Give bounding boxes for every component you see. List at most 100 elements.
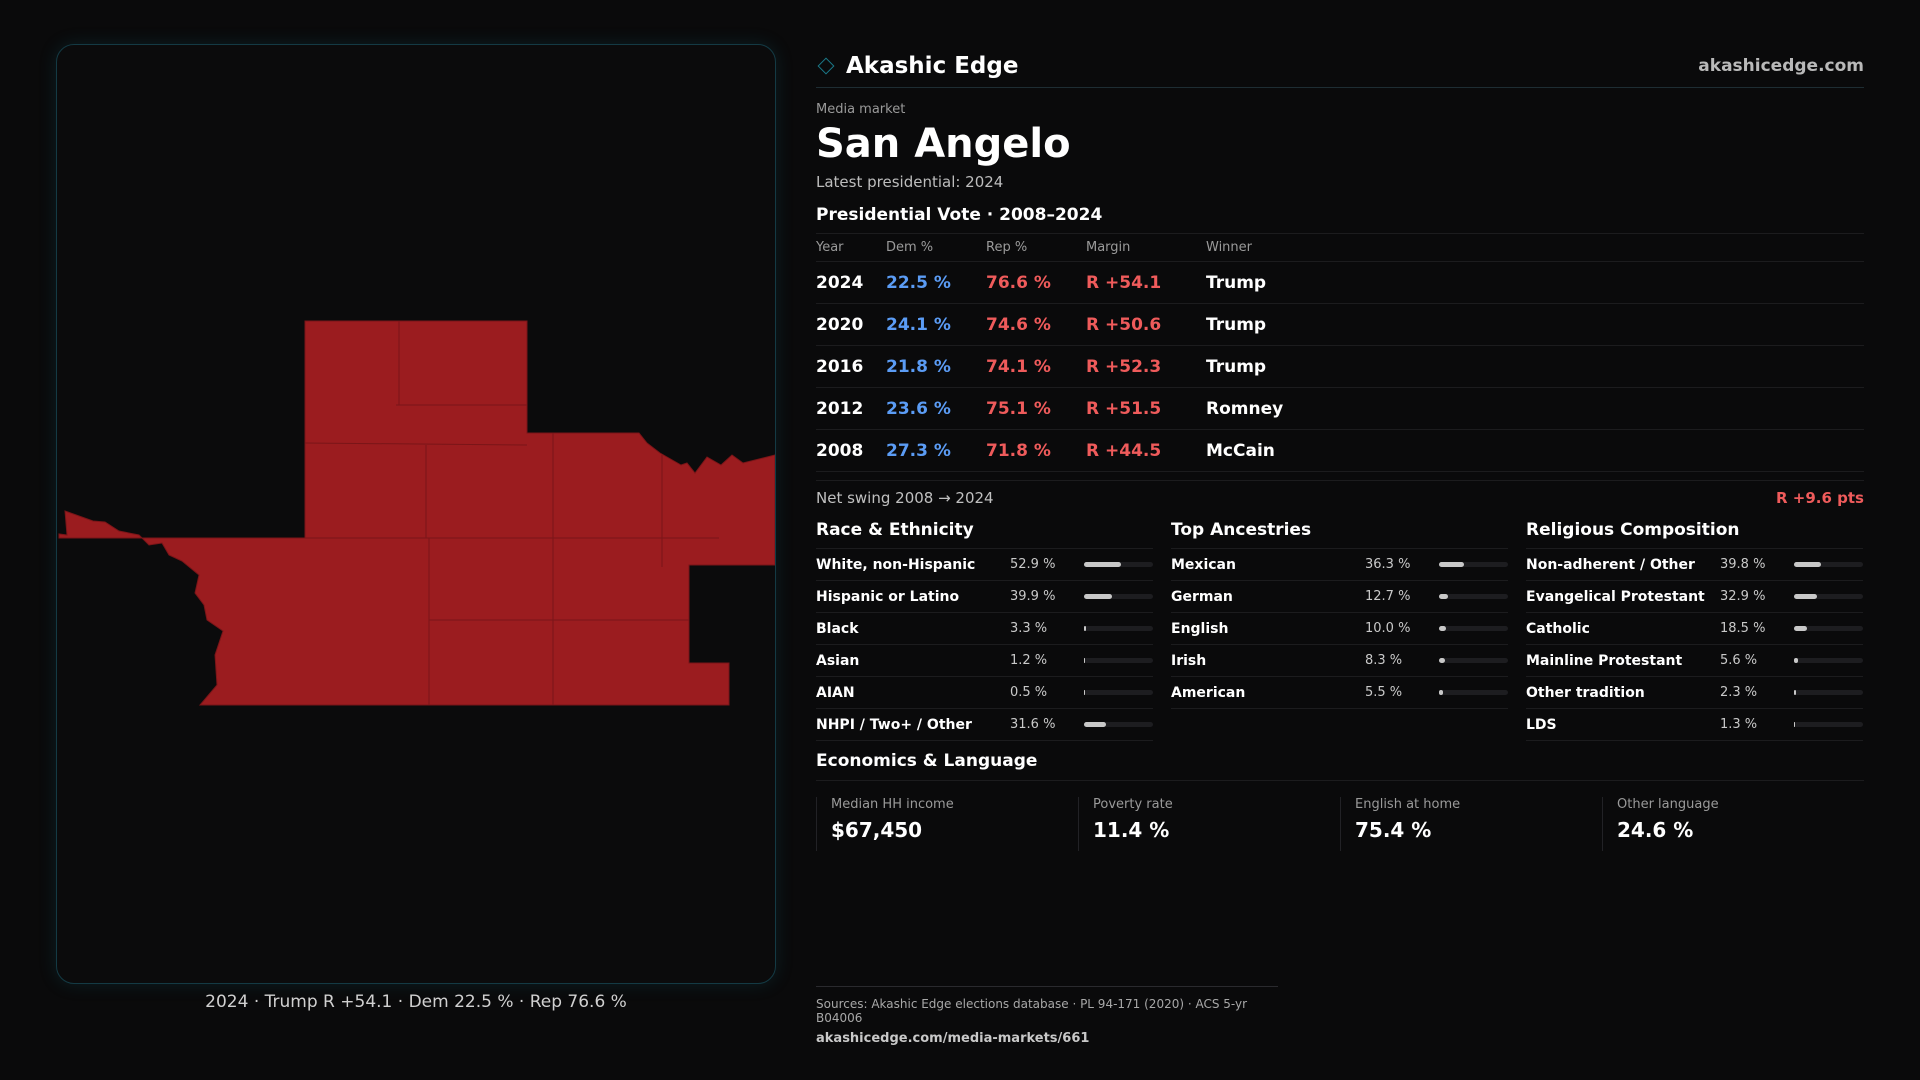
item-value: 8.3 % — [1365, 653, 1403, 668]
bar-track — [1439, 562, 1508, 567]
list-item: Evangelical Protestant 32.9 % — [1526, 581, 1863, 613]
item-value: 2.3 % — [1720, 685, 1758, 700]
list-item: Hispanic or Latino 39.9 % — [816, 581, 1153, 613]
cell-winner: Trump — [1206, 261, 1864, 304]
cell-rep: 74.1 % — [986, 345, 1086, 388]
county-shape[interactable] — [58, 320, 775, 706]
list-item: Mexican 36.3 % — [1171, 549, 1508, 581]
item-value: 1.3 % — [1720, 717, 1758, 732]
bar-track — [1439, 658, 1508, 663]
bar-track — [1794, 562, 1863, 567]
header-margin: Margin — [1086, 233, 1206, 262]
site-link[interactable]: akashicedge.com — [1698, 55, 1864, 76]
header-rep: Rep % — [986, 233, 1086, 262]
bar-fill — [1084, 562, 1121, 567]
stat-poverty-rate: Poverty rate 11.4 % — [1078, 797, 1340, 851]
item-label: Other tradition — [1526, 684, 1645, 701]
map-caption: 2024 · Trump R +54.1 · Dem 22.5 % · Rep … — [205, 992, 627, 1012]
cell-dem: 21.8 % — [886, 345, 986, 388]
bar-track — [1794, 722, 1863, 727]
ancestry-section: Top Ancestries Mexican 36.3 % German 12.7 %… — [1171, 519, 1508, 741]
cell-dem: 24.1 % — [886, 303, 986, 346]
item-label: German — [1171, 588, 1233, 605]
bar-track — [1084, 626, 1153, 631]
bar-track — [1794, 626, 1863, 631]
cell-winner: Trump — [1206, 345, 1864, 388]
bar-track — [1084, 722, 1153, 727]
item-label: American — [1171, 684, 1246, 701]
cell-dem: 23.6 % — [886, 387, 986, 430]
list-item: English 10.0 % — [1171, 613, 1508, 645]
sources-text: Sources: Akashic Edge elections database… — [816, 997, 1248, 1025]
economics-title: Economics & Language — [816, 751, 1864, 781]
list-item: NHPI / Two+ / Other 31.6 % — [816, 709, 1153, 741]
item-value: 3.3 % — [1010, 621, 1048, 636]
market-kicker: Media market — [816, 102, 906, 117]
cell-winner: Romney — [1206, 387, 1864, 430]
item-value: 18.5 % — [1720, 621, 1766, 636]
list-item: AIAN 0.5 % — [816, 677, 1153, 709]
bar-fill — [1084, 594, 1112, 599]
race-title: Race & Ethnicity — [816, 519, 1153, 549]
swing-label: Net swing 2008 → 2024 — [816, 489, 994, 507]
map-panel — [56, 44, 776, 984]
header-dem: Dem % — [886, 233, 986, 262]
cell-year: 2012 — [816, 387, 886, 430]
economics-stats: Median HH income $67,450 Poverty rate 11… — [816, 797, 1864, 851]
race-section: Race & Ethnicity White, non-Hispanic 52.9… — [816, 519, 1153, 741]
list-item: Non-adherent / Other 39.8 % — [1526, 549, 1863, 581]
net-swing: Net swing 2008 → 2024 R +9.6 pts — [816, 480, 1864, 507]
stat-value: 75.4 % — [1355, 818, 1432, 842]
bar-fill — [1439, 626, 1446, 631]
item-label: English — [1171, 620, 1229, 637]
list-item: Catholic 18.5 % — [1526, 613, 1863, 645]
bar-fill — [1084, 690, 1086, 695]
cell-margin: R +54.1 — [1086, 261, 1206, 304]
item-value: 52.9 % — [1010, 557, 1056, 572]
list-item: American 5.5 % — [1171, 677, 1508, 709]
stat-label: Poverty rate — [1093, 797, 1173, 812]
cell-year: 2008 — [816, 429, 886, 472]
cell-dem: 27.3 % — [886, 429, 986, 472]
table-row: 2008 27.3 % 71.8 % R +44.5 McCain — [816, 429, 1864, 472]
bar-fill — [1794, 626, 1807, 631]
list-item: Mainline Protestant 5.6 % — [1526, 645, 1863, 677]
stat-value: $67,450 — [831, 818, 923, 842]
cell-winner: McCain — [1206, 429, 1864, 472]
bar-track — [1084, 690, 1153, 695]
source-link[interactable]: akashicedge.com/media-markets/661 — [816, 1031, 1090, 1046]
list-item: Other tradition 2.3 % — [1526, 677, 1863, 709]
latest-presidential: Latest presidential: 2024 — [816, 173, 1004, 191]
item-label: NHPI / Two+ / Other — [816, 716, 972, 733]
item-value: 39.9 % — [1010, 589, 1056, 604]
bar-fill — [1084, 626, 1087, 631]
table-row: 2012 23.6 % 75.1 % R +51.5 Romney — [816, 387, 1864, 430]
brand-name: Akashic Edge — [846, 52, 1019, 79]
cell-year: 2024 — [816, 261, 886, 304]
cell-winner: Trump — [1206, 303, 1864, 346]
item-value: 39.8 % — [1720, 557, 1766, 572]
brand[interactable]: Akashic Edge — [816, 53, 1018, 79]
item-value: 12.7 % — [1365, 589, 1411, 604]
stat-median-income: Median HH income $67,450 — [816, 797, 1078, 851]
item-label: AIAN — [816, 684, 855, 701]
bar-track — [1439, 594, 1508, 599]
stat-value: 11.4 % — [1093, 818, 1170, 842]
item-value: 0.5 % — [1010, 685, 1048, 700]
list-item: German 12.7 % — [1171, 581, 1508, 613]
swing-value: R +9.6 pts — [1776, 489, 1864, 507]
county-map[interactable] — [58, 320, 775, 706]
item-value: 36.3 % — [1365, 557, 1411, 572]
cell-margin: R +44.5 — [1086, 429, 1206, 472]
religion-title: Religious Composition — [1526, 519, 1863, 549]
bar-track — [1794, 658, 1863, 663]
market-map — [58, 320, 775, 706]
cell-year: 2020 — [816, 303, 886, 346]
table-row: 2024 22.5 % 76.6 % R +54.1 Trump — [816, 261, 1864, 304]
cell-rep: 76.6 % — [986, 261, 1086, 304]
cell-margin: R +51.5 — [1086, 387, 1206, 430]
page-title: San Angelo — [816, 121, 1071, 167]
cell-dem: 22.5 % — [886, 261, 986, 304]
bar-fill — [1084, 722, 1106, 727]
header: Akashic Edge akashicedge.com — [816, 44, 1864, 88]
